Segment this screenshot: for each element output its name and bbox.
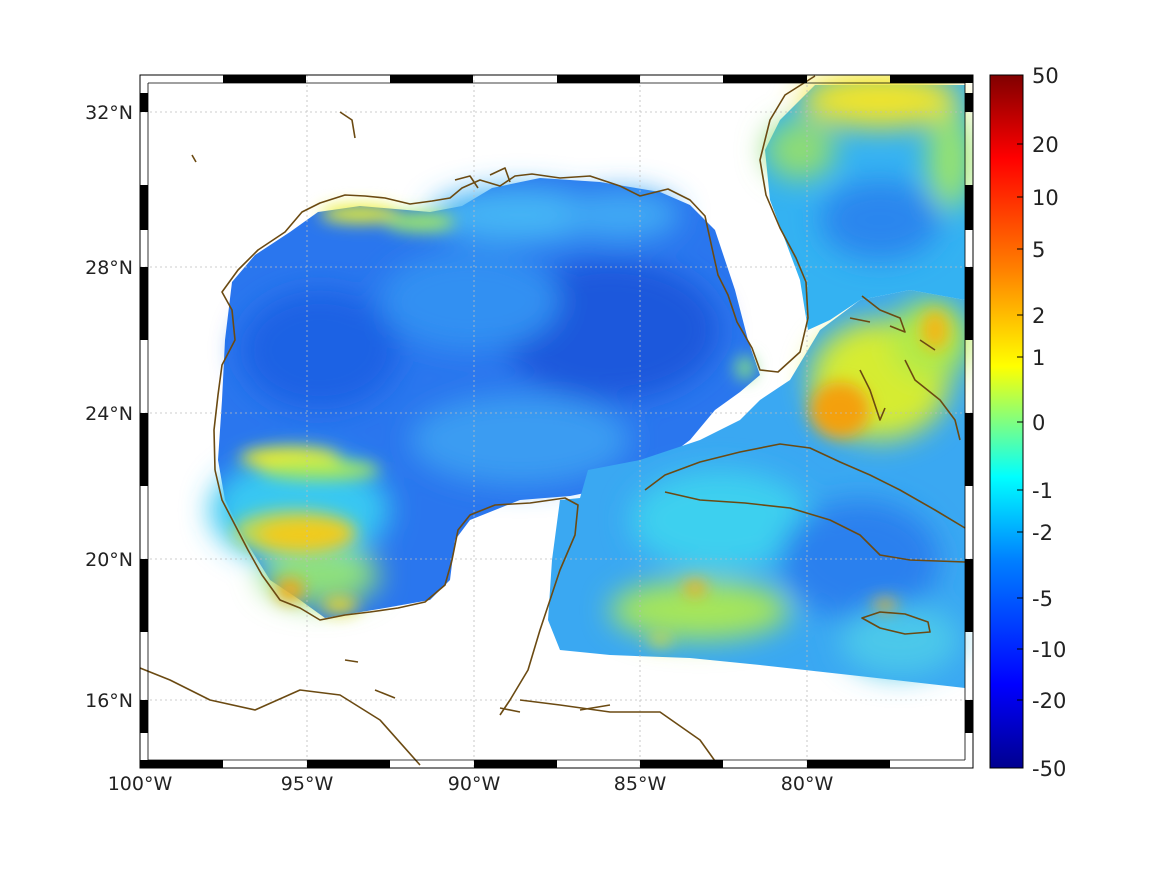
central-america-coastline	[140, 667, 421, 766]
lon-label: 90°W	[448, 773, 501, 795]
gulf-center-light	[380, 250, 560, 350]
caribbean-se-cyan	[840, 605, 960, 675]
caribbean-blue	[780, 500, 940, 620]
lon-label: 85°W	[614, 773, 667, 795]
lon-label: 95°W	[281, 773, 334, 795]
honduras-coastline	[519, 699, 721, 768]
caribbean-ocean-field	[548, 290, 970, 688]
lat-label: 16°N	[85, 690, 133, 712]
gulf-ne-light	[560, 190, 680, 240]
colorbar-tick-label: -50	[1032, 757, 1066, 781]
veracruz-orange	[276, 578, 304, 602]
frame-right-bands	[965, 93, 973, 733]
texas-coast-green	[385, 212, 455, 232]
colorbar-tick-label: -5	[1032, 587, 1053, 611]
us-gulf-coastline	[213, 75, 816, 471]
colorbar-tick-label: 0	[1032, 411, 1045, 435]
colorbar-tick-label: 5	[1032, 238, 1045, 262]
west-gulf-green-band	[260, 460, 380, 480]
jamaica-coastline	[861, 611, 931, 635]
map-frame	[139, 74, 974, 769]
lon-label: 100°W	[108, 773, 173, 795]
caribbean-south-green	[610, 580, 790, 640]
colorbar-tick-label: 50	[1032, 64, 1059, 88]
colorbar-tick-label: -2	[1032, 521, 1053, 545]
longitude-labels: 100°W 95°W 90°W 85°W 80°W	[108, 773, 834, 795]
colorbar-tick-labels: 50 20 10 5 2 1 0 -1 -2 -5 -10 -20 -50	[1032, 64, 1066, 781]
colorbar-tick-label: 1	[1032, 346, 1045, 370]
colorbar-tick-label: -10	[1032, 638, 1066, 662]
lon-label: 80°W	[781, 773, 834, 795]
lat-label: 20°N	[85, 549, 133, 571]
campeche-yellow-ring	[233, 510, 357, 554]
atlantic-ocean-field	[765, 75, 972, 330]
coastlines	[140, 75, 966, 768]
gulf-mid-west	[240, 290, 400, 410]
colorbar: 50 20 10 5 2 1 0 -1 -2 -5 -10 -20 -50	[989, 64, 1066, 781]
lat-label: 24°N	[85, 403, 133, 425]
louisiana-detail	[191, 111, 511, 189]
colorbar-tick-label: 20	[1032, 133, 1059, 157]
texas-coast-yellow	[320, 205, 400, 223]
atlantic-east-green	[928, 110, 972, 210]
frame-top-bands	[223, 75, 973, 83]
colorbar-tick-label: 10	[1032, 186, 1059, 210]
florida-keys-green	[735, 356, 755, 380]
colorbar-tick-label: -1	[1032, 479, 1053, 503]
mexico-coastline	[214, 469, 579, 716]
map-area	[140, 75, 973, 768]
bahamas-coastline	[849, 295, 961, 441]
bahamas-orange	[810, 382, 870, 438]
jamaica-orange	[873, 599, 897, 611]
colorbar-tick-label: 2	[1032, 304, 1045, 328]
atlantic-north-yellow	[800, 75, 960, 128]
lat-label: 32°N	[85, 102, 133, 124]
frame-left-bands	[140, 93, 148, 733]
frame-bottom-bands	[140, 760, 890, 768]
cuba-coastline	[644, 443, 966, 563]
caribbean-orange-spot	[683, 580, 707, 596]
latitude-labels: 32°N 28°N 24°N 20°N 16°N	[85, 102, 133, 712]
gulf-north-light	[430, 187, 610, 243]
gulf-south-light	[410, 395, 630, 485]
map-gridlines	[140, 75, 973, 768]
lat-label: 28°N	[85, 257, 133, 279]
colorbar-tick-label: -20	[1032, 689, 1066, 713]
yucatan-islands	[344, 659, 611, 713]
atlantic-ne-green	[765, 120, 835, 180]
south-yellow-spot	[648, 635, 672, 645]
tabasco-yellow	[322, 597, 358, 613]
atlantic-mid-blue	[820, 180, 940, 260]
bahamas-east-orange	[921, 310, 949, 350]
gulf-ocean-field	[210, 178, 760, 618]
